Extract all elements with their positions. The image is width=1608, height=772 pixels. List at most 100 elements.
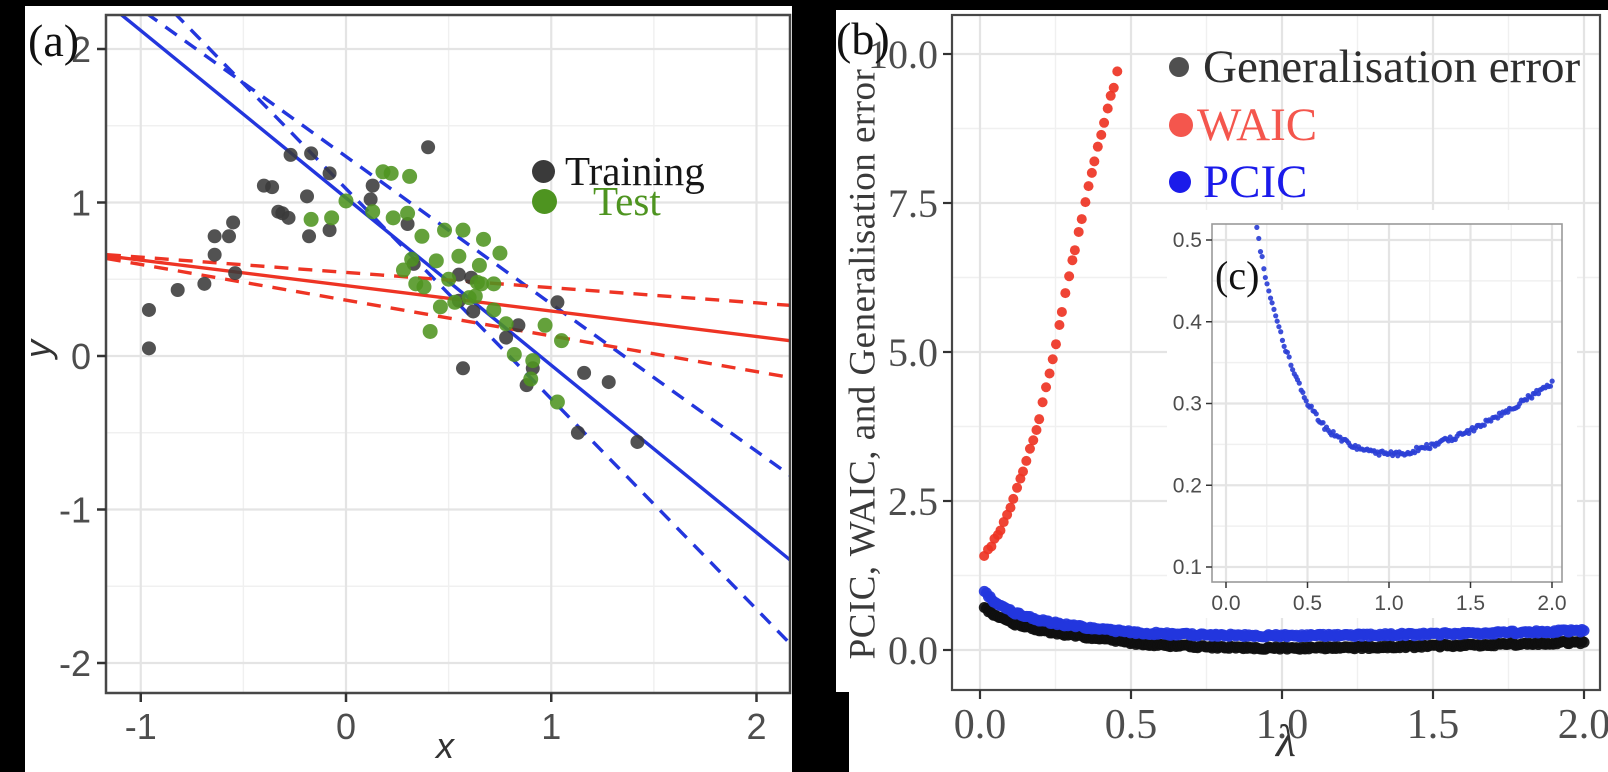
waic-point — [1050, 339, 1061, 350]
x-tick-label: -1 — [125, 706, 157, 747]
test-point — [324, 210, 340, 226]
waic-point — [1092, 141, 1103, 152]
test-dot-icon — [532, 188, 557, 214]
waic-point — [1089, 156, 1100, 167]
pcic-detail-point — [1481, 422, 1487, 428]
inset-y-tick-label: 0.4 — [1173, 311, 1203, 334]
blue-fit-dashed-lower — [174, 15, 790, 645]
panel-b: 0.0 0.5 1.0 1.5 2.0 0.0 2.5 5.0 7.5 10.0 0.0 0.5 1.0… — [836, 10, 1608, 772]
pcic-detail-point — [1266, 288, 1272, 294]
y-tick-label: -2 — [59, 643, 91, 684]
x-tick-label: 2.0 — [1558, 702, 1608, 748]
waic-point — [1080, 197, 1091, 208]
inset-x-tick-label: 2.0 — [1537, 592, 1566, 615]
pcic-detail-point — [1296, 380, 1302, 386]
waic-point — [1047, 354, 1058, 365]
waic-point — [1108, 82, 1119, 93]
pcic-detail-point — [1290, 367, 1296, 373]
waic-point — [1021, 455, 1032, 466]
pcic-detail-point — [1330, 429, 1336, 435]
x-tick-label: 0.0 — [954, 702, 1007, 748]
training-point — [226, 215, 241, 230]
training-point — [322, 223, 337, 238]
pcic-detail-point — [1427, 445, 1433, 452]
waic-point — [1086, 167, 1097, 178]
pcic-detail-point — [1256, 235, 1262, 242]
y-tick-label: 2.5 — [888, 479, 938, 524]
training-point — [265, 180, 280, 195]
legend-b-label-pcic: PCIC — [1203, 155, 1308, 208]
test-point — [404, 251, 420, 267]
panel-a: -1 0 1 2 2 1 0 -1 -2 (a) Training Test x y — [17, 6, 792, 772]
pcic-detail-point — [1257, 249, 1264, 255]
training-point — [363, 192, 378, 207]
waic-point — [1041, 382, 1052, 393]
training-point — [207, 229, 222, 244]
x-axis-title-b: λ — [1276, 715, 1296, 766]
y-tick-label: 1 — [71, 183, 91, 224]
inset-x-tick-label: 0.5 — [1293, 592, 1322, 615]
training-point — [455, 361, 470, 376]
inset-y-tick-label: 0.1 — [1173, 556, 1202, 579]
waic-point — [1083, 181, 1094, 192]
panel-b-letter: (b) — [836, 13, 890, 64]
inset-y-tick-label: 0.2 — [1173, 474, 1202, 497]
training-point — [365, 178, 380, 193]
test-point — [476, 231, 492, 247]
waic-dot-icon — [1169, 113, 1193, 137]
test-point — [414, 228, 430, 244]
waic-point — [1064, 271, 1075, 282]
test-point — [385, 210, 401, 226]
training-point — [466, 304, 481, 319]
training-point — [197, 276, 212, 291]
waic-point — [1054, 320, 1065, 331]
panel-c-letter: (c) — [1215, 253, 1260, 298]
pcic-detail-point — [1308, 403, 1314, 409]
legend-b-row-generalisation: Generalisation error — [1169, 43, 1580, 91]
training-point — [228, 266, 243, 281]
inset-x-tick-label: 0.0 — [1211, 592, 1240, 615]
waic-point — [1008, 493, 1019, 504]
training-point — [304, 146, 319, 161]
pcic-detail-point — [1313, 411, 1319, 417]
waic-point — [1060, 288, 1071, 299]
pcic-detail-point — [1303, 398, 1309, 404]
pcic-detail-point — [1271, 306, 1277, 312]
training-point — [421, 140, 436, 155]
pcic-detail-point — [1273, 313, 1279, 319]
pcic-detail-point — [1274, 318, 1280, 324]
test-point — [428, 253, 444, 269]
pcic-detail-point — [1261, 266, 1267, 272]
legend-b-row-waic: WAIC — [1169, 101, 1317, 149]
panel-b-plot: 0.0 0.5 1.0 1.5 2.0 0.0 2.5 5.0 7.5 10.0 0.0 0.5 1.0… — [868, 13, 1608, 748]
pcic-detail-points — [1254, 224, 1555, 459]
waic-point — [1034, 414, 1045, 425]
pcic-detail-point — [1279, 337, 1286, 343]
test-point — [492, 245, 508, 261]
legend-a-row-training: Training — [532, 148, 705, 194]
test-point — [437, 222, 453, 238]
test-point — [395, 262, 411, 278]
legend-b-label-waic: WAIC — [1197, 98, 1318, 151]
training-point — [141, 341, 156, 356]
waic-point — [1073, 226, 1084, 237]
test-point — [549, 394, 565, 410]
pcic-detail-point — [1284, 349, 1290, 355]
training-point — [322, 166, 337, 181]
legend-a-label-test: Test — [593, 177, 661, 224]
waic-point — [1105, 90, 1116, 101]
pcic-detail-point — [1320, 420, 1326, 426]
waic-point — [1076, 214, 1087, 225]
waic-point — [986, 541, 997, 552]
training-point — [222, 229, 237, 244]
x-tick-label: 1.0 — [1256, 702, 1309, 748]
test-point — [471, 257, 487, 273]
y-tick-label: -1 — [59, 490, 91, 531]
training-point — [550, 295, 565, 310]
y-tick-label: 2 — [71, 29, 91, 70]
y-tick-label: 0.0 — [888, 628, 938, 673]
waic-point — [1012, 482, 1023, 493]
generalisation-error-dot-icon — [1169, 57, 1189, 77]
test-point — [338, 193, 354, 209]
